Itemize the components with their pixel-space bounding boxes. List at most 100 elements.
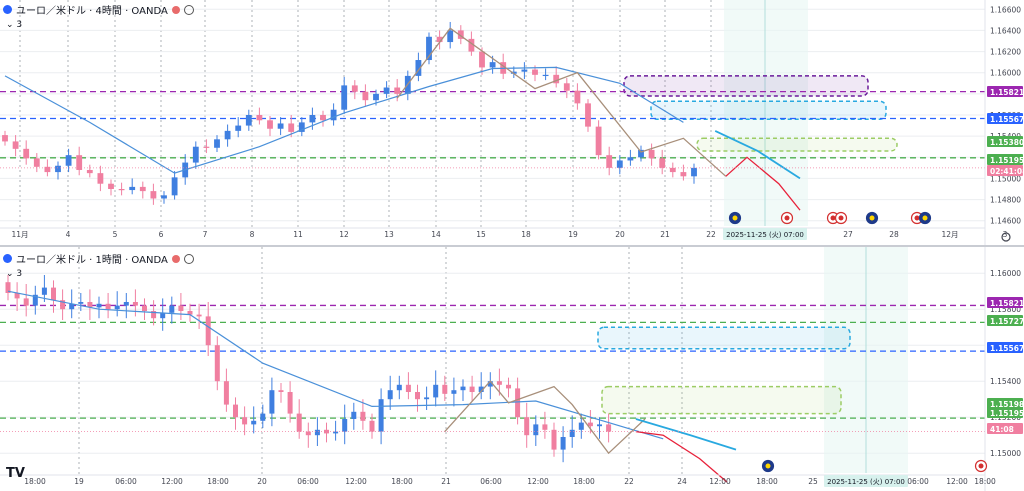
candle-body [114, 305, 120, 310]
candle-body [278, 390, 284, 392]
forecast-zone-box [696, 137, 898, 152]
chart-pane-4h[interactable]: 1.166001.164001.162001.160001.158001.156… [0, 0, 1024, 245]
candle-body [139, 186, 146, 192]
time-tick-label: 14 [431, 230, 441, 239]
candle-body [487, 381, 493, 387]
candle-body [460, 386, 466, 391]
forecast-red-line [725, 156, 801, 211]
candle-body [187, 311, 193, 315]
candle-body [305, 431, 311, 436]
time-cursor-label-background [824, 475, 908, 487]
candle-body [87, 302, 93, 308]
candle-body [533, 424, 539, 436]
candle-body [141, 305, 148, 311]
indicator-count-1h[interactable]: ⌄ 3 [6, 269, 23, 279]
candle-body [192, 146, 199, 163]
pane-title-4h: ユーロ／米ドル · 4時間 · OANDA [16, 6, 168, 17]
price-tag-background [987, 407, 1023, 418]
price-tick-label: 1.15000 [990, 174, 1021, 183]
candle-body [2, 135, 8, 142]
time-tick-label: 22 [706, 230, 716, 239]
candle-body [415, 60, 422, 76]
candle-body [436, 36, 443, 43]
candle-body [569, 429, 575, 437]
candle-body [394, 87, 401, 94]
price-tag-label: 1.15195 [990, 156, 1024, 165]
pane-header-4h: ユーロ／米ドル · 4時間 · OANDA [3, 2, 194, 17]
oanda-logo-icon [3, 254, 12, 263]
visibility-toggle-icon[interactable] [183, 4, 194, 15]
candle-body [341, 85, 348, 110]
event-flag-dot-icon [914, 215, 920, 221]
gear-icon [1001, 232, 1011, 242]
candle-body [5, 282, 11, 293]
chart-4h-canvas[interactable]: 1.166001.164001.162001.160001.158001.156… [0, 0, 1024, 245]
candle-body [606, 155, 613, 168]
time-tick-label: 20 [615, 230, 625, 239]
candle-body [510, 71, 517, 74]
candle-body [118, 189, 125, 191]
candle-body [33, 158, 40, 167]
moving-average-line [7, 290, 664, 440]
pane-separator[interactable] [0, 245, 1024, 247]
time-tick-label: 27 [843, 230, 853, 239]
candle-body [351, 411, 357, 419]
candle-body [489, 62, 496, 68]
candle-body [378, 399, 384, 432]
chart-pane-1h[interactable]: 1.160001.158001.156001.154001.152001.150… [0, 247, 1024, 491]
candle-body [32, 294, 38, 306]
indicator-count-4h[interactable]: ⌄ 3 [6, 20, 23, 30]
time-tick-label: 06:00 [480, 477, 502, 486]
candle-body [23, 298, 29, 306]
time-tick-label: 5 [113, 230, 118, 239]
candle-body [616, 160, 623, 168]
candle-body [97, 173, 104, 184]
candle-body [360, 411, 366, 421]
candle-body [478, 386, 484, 392]
visibility-toggle-icon[interactable] [183, 253, 194, 264]
candle-body [44, 166, 51, 173]
candle-body [69, 303, 75, 310]
candle-body [373, 93, 379, 101]
forecast-zone-box [601, 385, 842, 415]
candle-body [50, 287, 57, 301]
candle-body [648, 149, 655, 159]
price-tag-background [987, 113, 1023, 124]
future-time-highlight [724, 0, 808, 226]
candle-body [396, 384, 402, 391]
candle-body [267, 120, 273, 129]
time-tick-label: 6 [159, 230, 164, 239]
candle-body [288, 123, 295, 132]
time-tick-label: 06:00 [115, 477, 137, 486]
candle-body [296, 413, 302, 432]
price-tick-label: 1.15000 [990, 449, 1021, 458]
candle-body [405, 384, 411, 392]
candle-body [433, 384, 439, 398]
time-tick-label: 3 [1003, 230, 1008, 239]
price-tick-label: 1.16000 [990, 69, 1021, 78]
candle-body [424, 397, 430, 400]
price-tag-background [987, 154, 1023, 165]
candle-body [585, 103, 591, 127]
forecast-blue-line [635, 418, 737, 451]
candle-body [14, 293, 20, 299]
candle-body [23, 148, 30, 159]
candle-body [451, 390, 457, 394]
candle-body [447, 30, 454, 43]
candle-body [86, 169, 93, 174]
candle-body [426, 36, 432, 61]
candle-body [260, 413, 266, 421]
candle-body [178, 305, 184, 311]
price-tick-label: 1.14800 [990, 196, 1021, 205]
candle-body [242, 417, 248, 425]
candle-body [203, 146, 210, 148]
event-flag-dot-icon [765, 463, 771, 469]
moving-average-line [4, 66, 684, 174]
candle-body [595, 126, 602, 156]
price-tag-background [987, 86, 1023, 97]
time-tick-label: 12:00 [161, 477, 183, 486]
candle-body [151, 311, 157, 319]
candle-body [387, 390, 393, 400]
chart-1h-canvas[interactable]: 1.160001.158001.156001.154001.152001.150… [0, 247, 1024, 491]
event-flag-dot-icon [869, 215, 875, 221]
